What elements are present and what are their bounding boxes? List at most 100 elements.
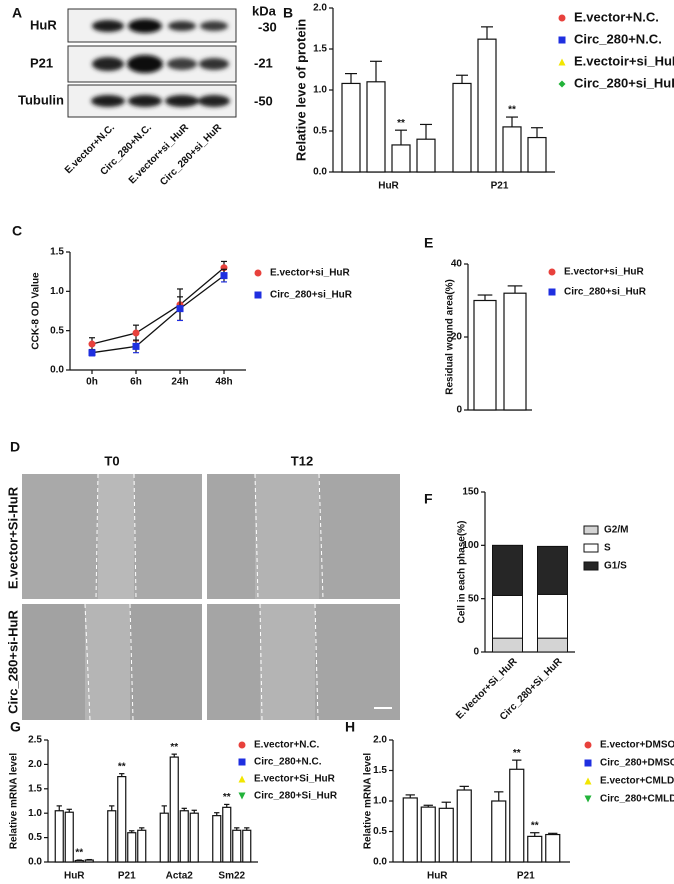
bar — [456, 789, 472, 863]
bar — [341, 82, 361, 173]
point — [132, 329, 140, 337]
bar — [179, 810, 189, 863]
panel-label: F — [424, 491, 433, 507]
y-tick-label: 1.0 — [373, 796, 387, 807]
lane-label: Circ_280+si_HuR — [158, 122, 224, 188]
legend-label: E.vector+N.C. — [254, 740, 320, 751]
y-tick-label: 0.5 — [373, 826, 387, 837]
y-tick-label: 0.5 — [313, 126, 327, 137]
y-tick-label: 50 — [468, 593, 480, 604]
legend-marker — [558, 58, 566, 66]
bar — [402, 797, 418, 863]
significance: ** — [118, 761, 126, 772]
x-tick-label: HuR — [378, 181, 399, 192]
bar — [391, 144, 411, 173]
row-label: E.vector+Si-HuR — [5, 486, 20, 589]
legend-label: G2/M — [604, 525, 628, 536]
kda-marker: -30 — [258, 19, 277, 34]
y-tick-label: 150 — [462, 487, 479, 498]
row-label: Circ_280+si-HuR — [5, 610, 20, 714]
bar — [117, 775, 127, 863]
x-tick-label: 0h — [86, 377, 98, 388]
x-tick-label: P21 — [491, 181, 509, 192]
x-tick-label: 48h — [215, 377, 232, 388]
bar — [107, 810, 117, 863]
legend-label: G1/S — [604, 561, 627, 572]
y-axis-label: CCK-8 OD Value — [31, 272, 42, 350]
bar — [84, 859, 94, 863]
bar — [491, 800, 507, 863]
bar — [189, 812, 199, 863]
panel-label: D — [10, 439, 20, 455]
wound-gap — [260, 604, 315, 720]
y-tick-label: 0 — [473, 647, 479, 658]
legend-label: E.vector+Si_HuR — [254, 774, 336, 785]
legend-marker — [558, 14, 566, 22]
x-tick-label: P21 — [517, 871, 535, 882]
y-axis-label: Residual wound area(%) — [445, 279, 456, 395]
significance: ** — [508, 105, 516, 116]
legend-label: E.vector+CMLD2 — [600, 776, 674, 787]
bar — [232, 829, 242, 863]
legend-marker — [238, 758, 246, 766]
y-tick-label: 0.0 — [28, 857, 42, 868]
western-blot: A HuR P21 Tubulin E.vector+N.C. Circ_280… — [12, 3, 277, 188]
significance: ** — [170, 742, 178, 753]
wound-edges — [84, 473, 324, 721]
bar — [473, 299, 497, 411]
y-tick-label: 2.0 — [28, 759, 42, 770]
y-tick-label: 2.0 — [373, 735, 387, 746]
bar-segment — [537, 593, 568, 639]
bar — [477, 38, 497, 173]
y-tick-label: 1.5 — [50, 247, 64, 258]
legend-label: Circ_280+si_HuR — [574, 75, 674, 90]
panel-label: H — [345, 719, 355, 735]
legend-swatch — [583, 525, 599, 535]
y-axis-label: Relative mRNA level — [363, 753, 374, 850]
y-axis-label: Relative leve of protein — [293, 19, 308, 161]
y-tick-label: 2.0 — [313, 3, 327, 14]
legend-swatch — [583, 543, 599, 553]
bar — [527, 835, 543, 863]
bar — [420, 806, 436, 863]
bar-segment — [537, 637, 568, 653]
y-tick-label: 1.0 — [50, 286, 64, 297]
panel-label: A — [12, 5, 22, 21]
y-tick-label: 0 — [456, 405, 462, 416]
legend-label: E.vector+si_HuR — [270, 268, 351, 279]
legend-label: Circ_280+si_HuR — [564, 287, 647, 298]
point — [88, 349, 96, 357]
bar — [159, 812, 169, 863]
y-tick-label: 2.5 — [28, 735, 42, 746]
legend-marker — [584, 777, 592, 785]
y-tick-label: 100 — [462, 540, 479, 551]
significance: ** — [223, 792, 231, 803]
legend-label: E.vector+N.C. — [574, 9, 659, 24]
kda-marker: -50 — [254, 93, 273, 108]
legend-marker — [548, 288, 556, 296]
bar — [503, 292, 527, 411]
bands — [91, 19, 230, 107]
y-tick-label: 20 — [451, 332, 463, 343]
legend-label: E.vector+si_HuR — [564, 267, 645, 278]
legend-label: E.vectoir+si_HuR — [574, 53, 674, 68]
kda-marker: -21 — [254, 55, 273, 70]
legend-marker — [558, 80, 566, 88]
blot-row-label: P21 — [30, 55, 53, 70]
legend-marker — [238, 741, 246, 749]
legend-marker — [584, 741, 592, 749]
legend-label: E.vector+DMSO — [600, 740, 674, 751]
line — [91, 267, 225, 345]
blot-row-label: Tubulin — [18, 92, 64, 107]
bar — [509, 768, 525, 863]
x-tick-label: HuR — [64, 871, 85, 882]
bar — [222, 806, 232, 863]
x-tick-label: HuR — [427, 871, 448, 882]
legend-label: Circ_280+N.C. — [574, 31, 662, 46]
point — [132, 342, 140, 350]
y-tick-label: 40 — [451, 259, 463, 270]
legend-marker — [254, 269, 262, 277]
bar — [366, 81, 386, 173]
bar — [452, 82, 472, 173]
